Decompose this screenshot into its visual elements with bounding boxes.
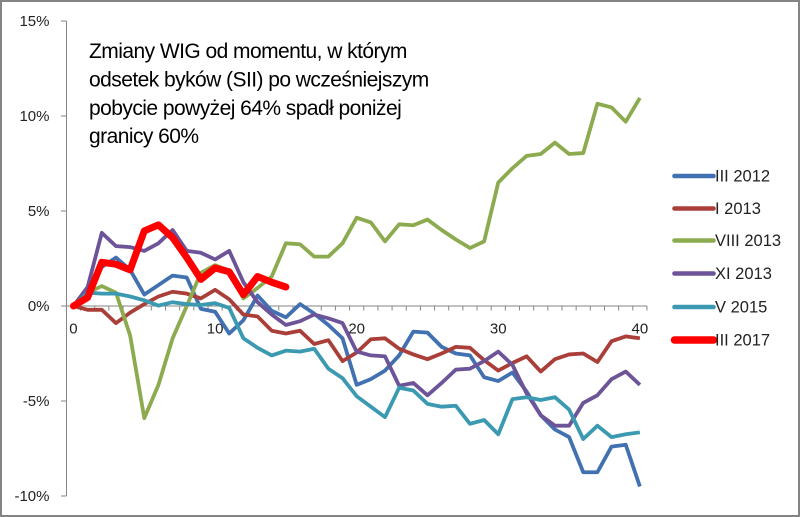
svg-text:0%: 0% (28, 298, 50, 315)
svg-text:pobycie powyżej 64% spadł poni: pobycie powyżej 64% spadł poniżej (89, 97, 401, 120)
svg-text:15%: 15% (19, 13, 49, 30)
svg-text:Zmiany WIG od momentu, w który: Zmiany WIG od momentu, w którym (89, 40, 407, 63)
svg-text:-5%: -5% (23, 393, 50, 410)
svg-text:20: 20 (348, 321, 365, 338)
svg-text:10: 10 (207, 321, 224, 338)
svg-text:VIII 2013: VIII 2013 (715, 232, 781, 250)
svg-text:odsetek byków (SII) po wcześni: odsetek byków (SII) po wcześniejszym (89, 68, 429, 91)
svg-text:10%: 10% (19, 108, 49, 125)
svg-text:III 2017: III 2017 (715, 332, 770, 350)
svg-text:XI 2013: XI 2013 (715, 265, 772, 283)
svg-text:I 2013: I 2013 (715, 200, 761, 218)
svg-text:-10%: -10% (14, 488, 49, 505)
svg-text:30: 30 (490, 321, 507, 338)
svg-text:5%: 5% (28, 203, 50, 220)
svg-text:granicy 60%: granicy 60% (89, 125, 199, 148)
svg-text:III 2012: III 2012 (715, 168, 770, 186)
svg-text:40: 40 (632, 321, 649, 338)
svg-text:0: 0 (69, 321, 77, 338)
svg-text:V 2015: V 2015 (715, 299, 767, 317)
